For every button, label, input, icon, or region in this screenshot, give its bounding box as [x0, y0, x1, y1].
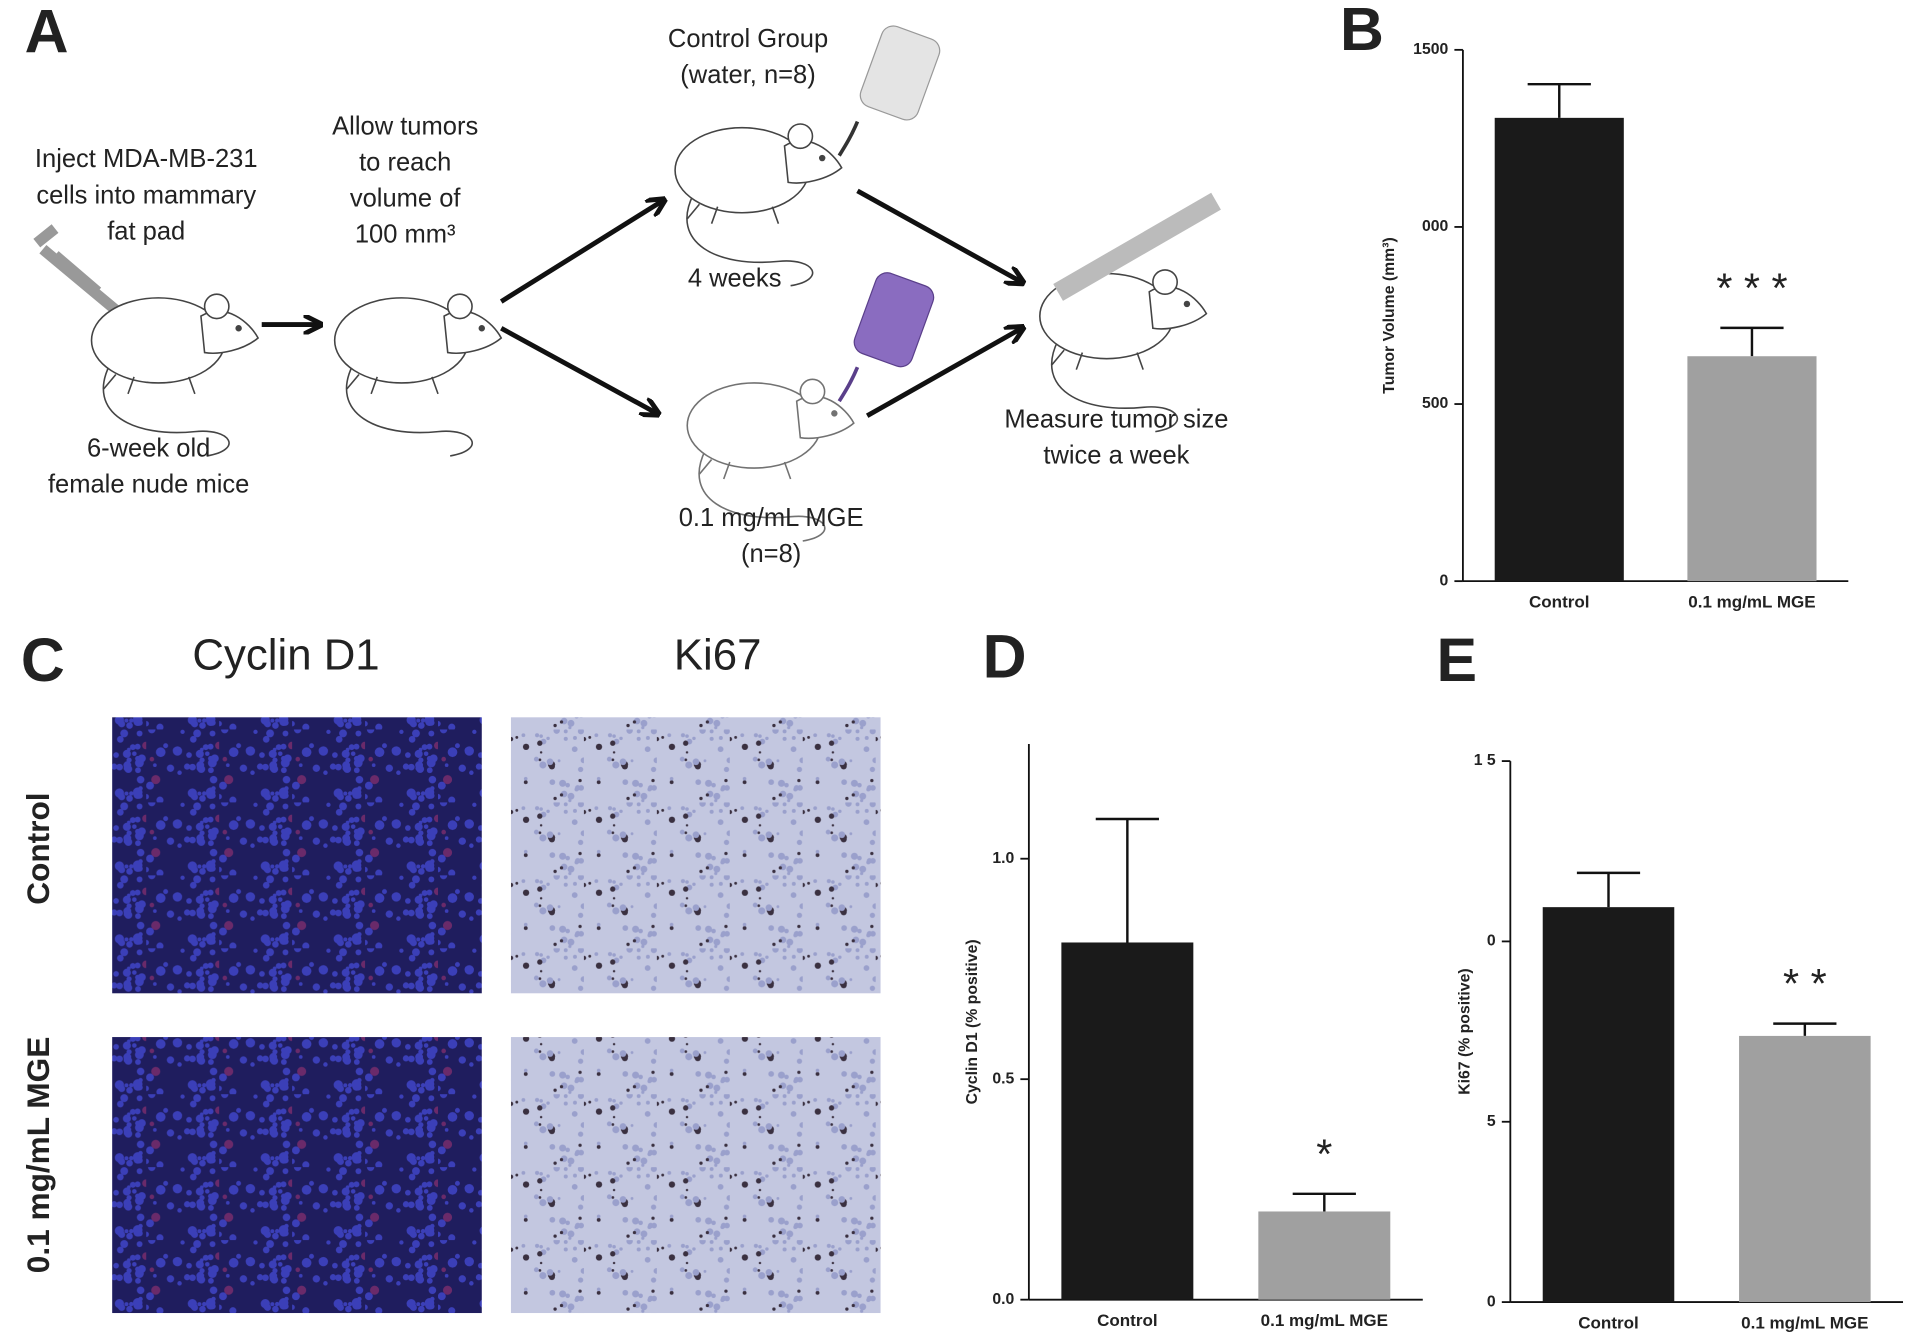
diagram-text: volume of: [350, 185, 462, 213]
x-tick-label: 0.1 mg/mL MGE: [1741, 1313, 1868, 1332]
micrograph: [112, 1037, 482, 1314]
mge-bottle: [853, 272, 935, 368]
panel-label: C: [21, 626, 65, 694]
x-tick-label: 0.1 mg/mL MGE: [1261, 1311, 1388, 1330]
y-axis-label: Cyclin D1 (% positive): [964, 939, 981, 1104]
y-tick-label: 1.0: [992, 850, 1014, 867]
panel-label: A: [25, 0, 69, 66]
x-tick-label: Control: [1529, 593, 1590, 612]
y-tick-label: 0.0: [992, 1291, 1014, 1308]
spout: [837, 120, 860, 157]
y-tick-label: 0: [1440, 572, 1449, 589]
caliper: [1053, 192, 1221, 301]
micrograph: [510, 717, 881, 994]
y-tick-label: 0: [1487, 933, 1496, 950]
bar: [1258, 1211, 1391, 1300]
arrow: [500, 326, 657, 413]
x-tick-label: Control: [1097, 1311, 1158, 1330]
diagram-text: female nude mice: [48, 471, 249, 499]
diagram-text: Measure tumor size: [1004, 405, 1228, 433]
y-tick-label: 1500: [1413, 41, 1448, 58]
panel-label: D: [983, 622, 1027, 690]
bar: [1494, 117, 1624, 582]
diagram-text: twice a week: [1043, 442, 1189, 470]
diagram-text: Control Group: [668, 25, 828, 53]
diagram-drawing: [33, 25, 1221, 542]
row-label: 0.1 mg/mL MGE: [20, 1037, 56, 1274]
syringe: [33, 224, 120, 315]
column-title: Ki67: [674, 630, 762, 679]
diagram-text: Inject MDA-MB-231: [35, 145, 258, 173]
diagram-text: (n=8): [741, 540, 801, 568]
micrographs: [112, 717, 881, 1314]
diagram-text: cells into mammary: [36, 181, 256, 209]
arrow: [865, 328, 1021, 418]
y-tick-label: 5: [1487, 1113, 1496, 1130]
bar: [1061, 942, 1194, 1300]
y-axis-label: Tumor Volume (mm³): [1381, 237, 1398, 394]
diagram-text: to reach: [359, 149, 451, 177]
row-label: Control: [20, 792, 56, 904]
x-tick-label: 0.1 mg/mL MGE: [1688, 593, 1815, 612]
panel-label: E: [1437, 626, 1478, 694]
y-tick-label: 000: [1422, 218, 1449, 235]
significance: * * *: [1716, 265, 1787, 311]
y-tick-label: 500: [1422, 395, 1449, 412]
diagram-text: 0.1 mg/mL MGE: [679, 504, 864, 532]
diagram-text: 6-week old: [87, 435, 210, 463]
diagram-text: Allow tumors: [332, 112, 478, 140]
x-tick-label: Control: [1578, 1313, 1639, 1332]
mouse: [674, 123, 843, 287]
panel-label: B: [1340, 0, 1384, 63]
diagram-text: 4 weeks: [688, 264, 782, 292]
micrograph: [510, 1037, 881, 1314]
diagram-text: 100 mm³: [355, 221, 456, 249]
diagram-text: fat pad: [107, 217, 185, 245]
significance: *: [1316, 1131, 1332, 1177]
arrow: [856, 188, 1021, 282]
y-axis-label: Ki67 (% positive): [1457, 968, 1474, 1094]
micrograph: [112, 717, 482, 994]
bar: [1687, 356, 1817, 582]
y-tick-label: 0: [1487, 1293, 1496, 1310]
diagram-text: (water, n=8): [680, 61, 815, 89]
bar: [1542, 907, 1675, 1303]
y-tick-label: 0.5: [992, 1070, 1014, 1087]
significance: * *: [1783, 961, 1827, 1007]
water-bottle: [859, 25, 941, 121]
arrow: [499, 201, 663, 304]
mouse: [90, 293, 259, 457]
mouse: [333, 293, 503, 457]
bar: [1739, 1035, 1871, 1303]
spout: [837, 366, 860, 403]
column-title: Cyclin D1: [192, 630, 379, 679]
y-tick-label: 1 5: [1474, 752, 1496, 769]
